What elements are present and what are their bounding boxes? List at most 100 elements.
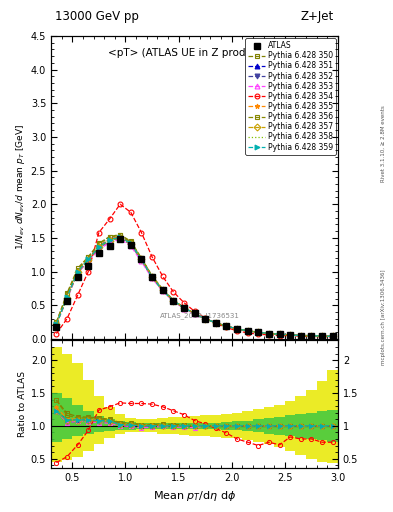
Pythia 6.428 350 bbox=[277, 331, 282, 337]
Pythia 6.428 356 bbox=[245, 328, 250, 334]
Pythia 6.428 353 bbox=[129, 243, 133, 249]
Pythia 6.428 357 bbox=[65, 295, 70, 301]
Pythia 6.428 357 bbox=[118, 235, 123, 241]
Pythia 6.428 352 bbox=[75, 270, 80, 276]
Pythia 6.428 353 bbox=[86, 259, 91, 265]
Pythia 6.428 357 bbox=[139, 257, 144, 263]
Pythia 6.428 352 bbox=[54, 321, 59, 327]
Pythia 6.428 359 bbox=[118, 234, 123, 240]
Pythia 6.428 354 bbox=[245, 330, 250, 336]
Pythia 6.428 350 bbox=[107, 233, 112, 240]
Pythia 6.428 358 bbox=[203, 316, 208, 322]
Pythia 6.428 359 bbox=[150, 274, 154, 280]
Pythia 6.428 357 bbox=[203, 316, 208, 322]
Pythia 6.428 352 bbox=[97, 245, 101, 251]
Pythia 6.428 352 bbox=[330, 333, 335, 339]
Pythia 6.428 350 bbox=[224, 323, 229, 329]
Pythia 6.428 354 bbox=[107, 216, 112, 222]
Pythia 6.428 357 bbox=[171, 297, 176, 304]
Pythia 6.428 356 bbox=[288, 332, 292, 338]
Pythia 6.428 356 bbox=[256, 329, 261, 335]
Pythia 6.428 356 bbox=[160, 287, 165, 293]
Pythia 6.428 354 bbox=[288, 332, 292, 338]
Pythia 6.428 351 bbox=[86, 257, 91, 263]
Pythia 6.428 353 bbox=[309, 332, 314, 338]
Pythia 6.428 357 bbox=[235, 326, 239, 332]
Pythia 6.428 355 bbox=[235, 326, 239, 332]
Pythia 6.428 351 bbox=[256, 329, 261, 335]
Pythia 6.428 350 bbox=[213, 319, 218, 326]
Pythia 6.428 352 bbox=[129, 242, 133, 248]
Pythia 6.428 356 bbox=[309, 332, 314, 338]
Pythia 6.428 353 bbox=[330, 333, 335, 339]
Pythia 6.428 359 bbox=[256, 329, 261, 335]
Pythia 6.428 354 bbox=[75, 292, 80, 298]
Pythia 6.428 350 bbox=[171, 297, 176, 303]
Pythia 6.428 355 bbox=[203, 316, 208, 322]
Pythia 6.428 356 bbox=[86, 254, 91, 261]
Pythia 6.428 356 bbox=[298, 332, 303, 338]
Pythia 6.428 353 bbox=[139, 259, 144, 265]
Pythia 6.428 354 bbox=[277, 332, 282, 338]
Pythia 6.428 353 bbox=[256, 329, 261, 335]
Pythia 6.428 356 bbox=[182, 305, 186, 311]
Pythia 6.428 350 bbox=[298, 332, 303, 338]
Pythia 6.428 356 bbox=[107, 234, 112, 240]
Pythia 6.428 358 bbox=[288, 332, 292, 338]
Pythia 6.428 352 bbox=[150, 274, 154, 281]
Pythia 6.428 355 bbox=[65, 293, 70, 300]
Pythia 6.428 355 bbox=[150, 273, 154, 280]
Pythia 6.428 357 bbox=[86, 257, 91, 263]
Pythia 6.428 354 bbox=[118, 201, 123, 207]
Pythia 6.428 359 bbox=[235, 326, 239, 332]
Pythia 6.428 350 bbox=[235, 326, 239, 332]
Pythia 6.428 358 bbox=[54, 321, 59, 327]
Pythia 6.428 359 bbox=[288, 332, 292, 338]
Pythia 6.428 351 bbox=[54, 321, 59, 327]
Pythia 6.428 359 bbox=[309, 332, 314, 338]
Pythia 6.428 356 bbox=[277, 331, 282, 337]
Pythia 6.428 351 bbox=[298, 332, 303, 338]
Pythia 6.428 357 bbox=[182, 305, 186, 311]
Pythia 6.428 359 bbox=[224, 323, 229, 329]
Pythia 6.428 353 bbox=[118, 236, 123, 242]
Pythia 6.428 351 bbox=[320, 333, 324, 339]
Pythia 6.428 353 bbox=[224, 323, 229, 329]
Pythia 6.428 350 bbox=[309, 332, 314, 338]
Pythia 6.428 350 bbox=[330, 333, 335, 339]
Pythia 6.428 358 bbox=[298, 332, 303, 338]
Pythia 6.428 350 bbox=[266, 330, 271, 336]
Pythia 6.428 359 bbox=[75, 268, 80, 274]
Pythia 6.428 352 bbox=[288, 332, 292, 338]
Y-axis label: Ratio to ATLAS: Ratio to ATLAS bbox=[18, 372, 27, 437]
Line: Pythia 6.428 350: Pythia 6.428 350 bbox=[54, 232, 335, 338]
Legend: ATLAS, Pythia 6.428 350, Pythia 6.428 351, Pythia 6.428 352, Pythia 6.428 353, P: ATLAS, Pythia 6.428 350, Pythia 6.428 35… bbox=[245, 38, 336, 155]
Pythia 6.428 359 bbox=[277, 331, 282, 337]
Pythia 6.428 358 bbox=[309, 332, 314, 338]
Pythia 6.428 350 bbox=[129, 238, 133, 244]
Pythia 6.428 356 bbox=[320, 333, 324, 339]
Pythia 6.428 350 bbox=[139, 255, 144, 261]
Pythia 6.428 356 bbox=[65, 291, 70, 297]
X-axis label: Mean $p_T$/d$\eta$ d$\phi$: Mean $p_T$/d$\eta$ d$\phi$ bbox=[153, 489, 236, 503]
Pythia 6.428 357 bbox=[224, 323, 229, 329]
Pythia 6.428 354 bbox=[97, 229, 101, 236]
Pythia 6.428 358 bbox=[213, 319, 218, 326]
Pythia 6.428 357 bbox=[107, 238, 112, 244]
Pythia 6.428 357 bbox=[75, 269, 80, 275]
Pythia 6.428 359 bbox=[182, 305, 186, 311]
Pythia 6.428 354 bbox=[298, 333, 303, 339]
Pythia 6.428 351 bbox=[203, 316, 208, 322]
Pythia 6.428 351 bbox=[107, 236, 112, 242]
Pythia 6.428 352 bbox=[298, 332, 303, 338]
Pythia 6.428 354 bbox=[256, 331, 261, 337]
Pythia 6.428 355 bbox=[129, 240, 133, 246]
Pythia 6.428 358 bbox=[182, 305, 186, 311]
Pythia 6.428 355 bbox=[97, 243, 101, 249]
Pythia 6.428 352 bbox=[320, 333, 324, 339]
Pythia 6.428 353 bbox=[298, 332, 303, 338]
Pythia 6.428 356 bbox=[266, 330, 271, 336]
Pythia 6.428 350 bbox=[256, 329, 261, 335]
Pythia 6.428 354 bbox=[203, 315, 208, 321]
Pythia 6.428 353 bbox=[54, 321, 59, 327]
